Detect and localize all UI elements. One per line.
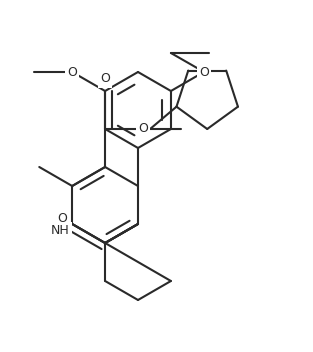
Text: O: O — [138, 122, 148, 136]
Text: O: O — [100, 73, 110, 86]
Text: NH: NH — [51, 225, 69, 238]
Text: O: O — [67, 65, 77, 78]
Text: O: O — [57, 212, 67, 225]
Text: O: O — [199, 65, 209, 78]
